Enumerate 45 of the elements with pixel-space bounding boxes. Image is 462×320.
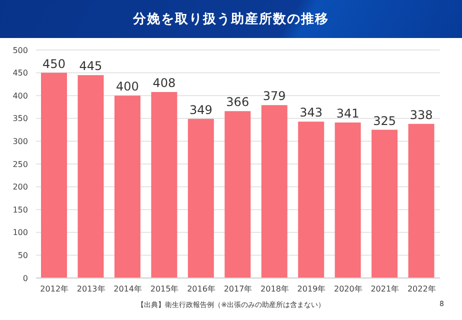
x-tick-label: 2013年 — [76, 284, 106, 294]
bar — [78, 75, 104, 278]
bar — [372, 130, 398, 278]
data-label: 343 — [300, 106, 323, 120]
bar — [151, 92, 178, 278]
x-tick-label: 2022年 — [407, 284, 436, 294]
y-tick-label: 200 — [12, 182, 28, 192]
data-label: 379 — [262, 89, 286, 104]
x-tick-label: 2021年 — [370, 284, 400, 294]
x-tick-label: 2018年 — [260, 284, 289, 294]
bar — [298, 122, 324, 278]
y-tick-label: 350 — [12, 114, 28, 124]
y-tick-label: 50 — [18, 251, 28, 260]
data-label: 338 — [410, 108, 433, 122]
bar — [41, 72, 67, 278]
x-tick-label: 2012年 — [40, 284, 69, 294]
y-tick-label: 150 — [12, 205, 28, 214]
y-tick-label: 0 — [22, 274, 28, 283]
y-tick-label: 450 — [12, 68, 28, 78]
data-label: 408 — [152, 76, 176, 90]
bar — [188, 118, 214, 278]
x-tick-label: 2020年 — [334, 284, 362, 294]
data-label: 445 — [79, 59, 102, 74]
x-tick-label: 2017年 — [224, 284, 252, 294]
chart-title: 分娩を取り扱う助産所数の推移 — [0, 0, 462, 38]
data-label: 349 — [189, 102, 212, 117]
bar — [114, 96, 140, 278]
data-label: 400 — [116, 80, 139, 94]
y-tick-label: 100 — [12, 228, 28, 238]
bar — [224, 111, 251, 278]
x-tick-label: 2019年 — [297, 284, 326, 294]
data-label: 325 — [373, 114, 396, 128]
y-tick-label: 500 — [12, 46, 28, 55]
x-tick-label: 2016年 — [187, 284, 216, 294]
x-tick-label: 2014年 — [114, 284, 142, 294]
bar — [261, 105, 288, 278]
y-tick-label: 300 — [12, 137, 28, 146]
data-label: 341 — [336, 106, 360, 121]
y-tick-label: 250 — [12, 160, 28, 169]
bar — [408, 124, 434, 278]
x-tick-label: 2015年 — [150, 284, 179, 294]
bar — [334, 122, 361, 278]
data-label: 366 — [226, 95, 250, 110]
data-label: 450 — [42, 56, 66, 71]
y-tick-label: 400 — [12, 91, 28, 100]
